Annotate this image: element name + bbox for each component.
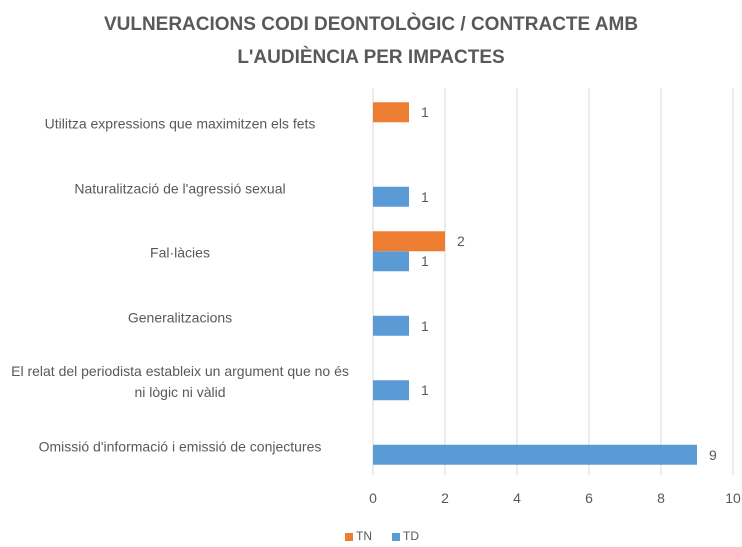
chart-title: VULNERACIONS CODI DEONTOLÒGIC / CONTRACT… <box>103 14 639 68</box>
x-tick-label: 6 <box>585 490 593 506</box>
bar <box>373 251 409 272</box>
category-label: Naturalització de l'agressió sexual <box>74 180 286 197</box>
x-tick-label: 4 <box>513 490 521 506</box>
category-label: El relat del periodista estableix un arg… <box>11 363 349 401</box>
value-label: 1 <box>421 253 429 270</box>
category-label: Utilitza expressions que maximitzen els … <box>44 115 316 132</box>
bar <box>373 102 409 123</box>
x-tick-label: 8 <box>657 490 665 506</box>
category-label: Generalitzacions <box>127 309 233 326</box>
legend-label: TN <box>356 529 372 543</box>
category-label: Fal·làcies <box>150 244 210 261</box>
bar <box>373 444 697 465</box>
bar <box>373 315 409 336</box>
value-label: 9 <box>709 446 717 463</box>
x-tick-label: 10 <box>725 490 741 506</box>
legend-swatch <box>345 533 353 541</box>
value-label: 1 <box>421 188 429 205</box>
value-label: 2 <box>457 233 465 250</box>
bar <box>373 380 409 401</box>
category-label: Omissió d'informació i emissió de conjec… <box>38 438 322 455</box>
value-label: 1 <box>421 317 429 334</box>
x-tick-label: 2 <box>441 490 449 506</box>
legend-swatch <box>392 533 400 541</box>
x-tick-label: 0 <box>369 490 377 506</box>
bar <box>373 186 409 207</box>
value-label: 1 <box>421 382 429 399</box>
legend-label: TD <box>403 529 419 543</box>
value-label: 1 <box>421 104 429 121</box>
bar <box>373 231 445 252</box>
